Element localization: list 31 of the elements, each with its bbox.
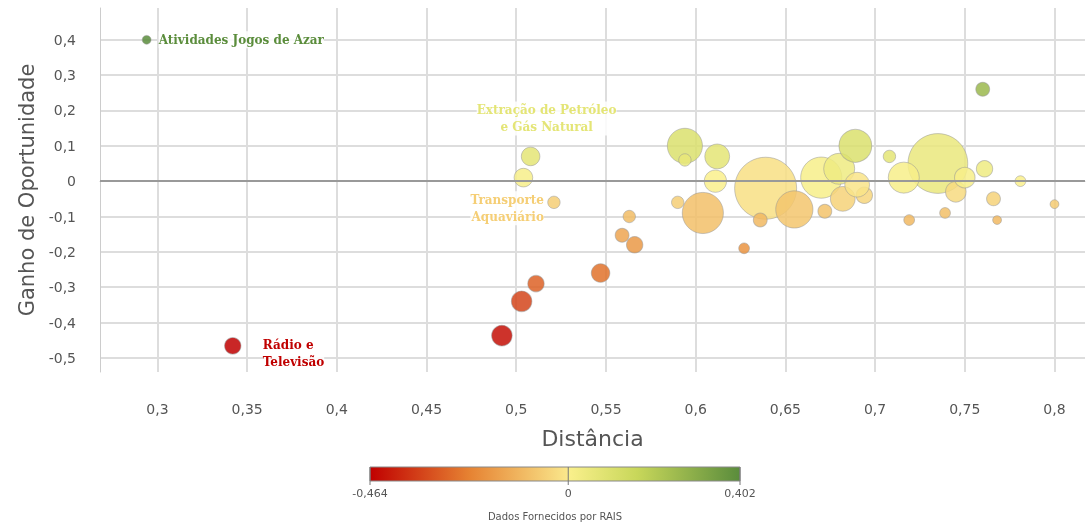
x-tick-label: 0,8 xyxy=(1043,401,1066,417)
x-tick-label: 0,45 xyxy=(410,401,443,417)
x-tick-label: 0,75 xyxy=(949,401,981,417)
y-tick-label: -0,5 xyxy=(48,349,76,366)
y-tick-label: -0,2 xyxy=(48,243,76,260)
y-tick-label: 0 xyxy=(67,173,76,190)
annotation: Atividades Jogos de Azar xyxy=(157,32,325,47)
y-axis-title: Ganho de Oportunidade xyxy=(15,63,40,317)
x-tick-label: 0,3 xyxy=(146,401,169,417)
x-tick-label: 0,35 xyxy=(231,401,263,417)
x-tick-label: 0,6 xyxy=(684,401,707,417)
x-tick-label: 0,65 xyxy=(769,401,801,417)
y-tick-label: -0,1 xyxy=(48,208,76,225)
x-tick-label: 0,5 xyxy=(505,401,528,417)
color-bar-label: 0 xyxy=(564,487,572,500)
y-tick-label: 0,3 xyxy=(53,67,76,84)
color-bar-label: -0,464 xyxy=(352,487,388,500)
color-bar-label: 0,402 xyxy=(724,487,756,500)
annotation: Extração de Petróleo e Gás Natural xyxy=(476,102,617,134)
x-tick-label: 0,7 xyxy=(863,401,887,417)
annotation: Transporte Aquaviário xyxy=(470,192,545,224)
annotation: Rádio e Televisão xyxy=(262,338,325,370)
x-tick-label: 0,55 xyxy=(590,401,622,417)
text: Dados Fornecidos por RAIS xyxy=(487,510,623,522)
y-tick-label: -0,4 xyxy=(48,314,77,331)
y-tick-label: 0,1 xyxy=(53,137,76,154)
y-tick-label: 0,2 xyxy=(53,102,76,119)
y-tick-label: 0,4 xyxy=(53,31,77,48)
x-axis-title: Distância xyxy=(541,425,644,451)
x-tick-label: 0,4 xyxy=(325,401,349,417)
y-tick-label: -0,3 xyxy=(48,279,76,296)
